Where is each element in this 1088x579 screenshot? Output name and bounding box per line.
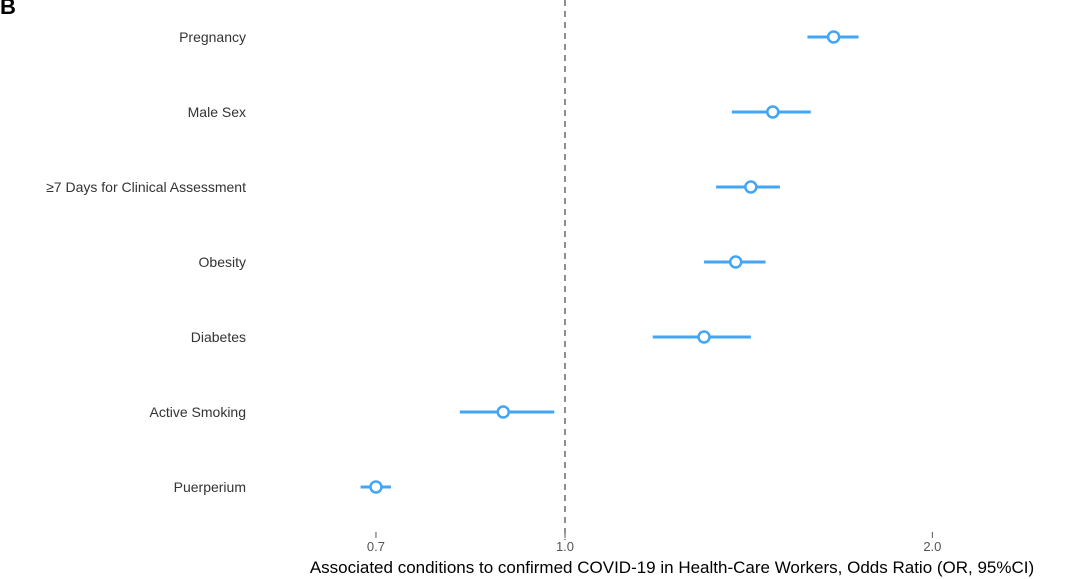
x-tick-label: 1.0 xyxy=(556,539,574,554)
or-point xyxy=(728,255,743,269)
row-label: Obesity xyxy=(199,254,246,270)
or-point xyxy=(697,330,711,344)
or-point xyxy=(744,180,758,194)
row-label: Pregnancy xyxy=(179,29,246,45)
row-label: Diabetes xyxy=(191,329,246,345)
or-point xyxy=(766,105,780,119)
or-point xyxy=(496,405,510,419)
row-label: Active Smoking xyxy=(150,404,246,420)
x-tick-label: 2.0 xyxy=(923,539,941,554)
or-point xyxy=(826,30,841,44)
or-point xyxy=(369,480,383,494)
row-label: ≥7 Days for Clinical Assessment xyxy=(46,179,246,195)
x-axis-title: Associated conditions to confirmed COVID… xyxy=(310,558,1034,577)
panel-label: B xyxy=(0,0,16,19)
row-label: Male Sex xyxy=(188,104,246,120)
row-label: Puerperium xyxy=(174,479,246,495)
x-tick-label: 0.7 xyxy=(367,539,385,554)
